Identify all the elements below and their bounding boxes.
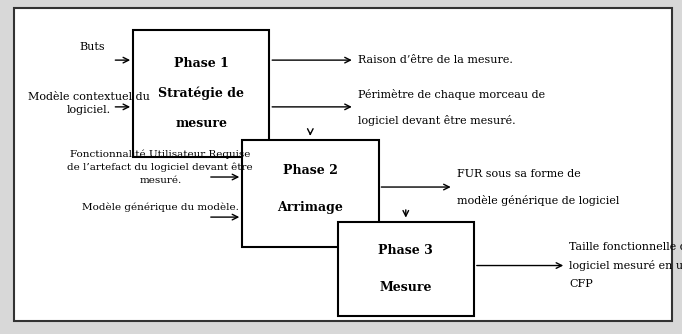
- Text: logiciel devant être mesuré.: logiciel devant être mesuré.: [358, 115, 516, 126]
- Text: Modèle générique du modèle.: Modèle générique du modèle.: [82, 203, 239, 212]
- Text: Fonctionnalité Utilisateur Requise: Fonctionnalité Utilisateur Requise: [70, 149, 250, 159]
- Text: Arrimage: Arrimage: [278, 201, 343, 213]
- Text: Phase 2: Phase 2: [283, 164, 338, 177]
- Bar: [133, 30, 269, 157]
- Text: modèle générique de logiciel: modèle générique de logiciel: [457, 195, 619, 206]
- Text: CFP: CFP: [569, 279, 593, 289]
- Text: Modèle contextuel du: Modèle contextuel du: [28, 92, 149, 102]
- Text: Stratégie de: Stratégie de: [158, 87, 244, 100]
- Text: logiciel.: logiciel.: [67, 105, 110, 115]
- Text: Raison d’être de la mesure.: Raison d’être de la mesure.: [358, 55, 513, 65]
- Text: FUR sous sa forme de: FUR sous sa forme de: [457, 169, 580, 179]
- Text: Périmètre de chaque morceau de: Périmètre de chaque morceau de: [358, 89, 545, 100]
- Text: logiciel mesuré en unités: logiciel mesuré en unités: [569, 260, 682, 271]
- Text: mesuré.: mesuré.: [139, 176, 181, 185]
- Text: Taille fonctionnelle du: Taille fonctionnelle du: [569, 242, 682, 252]
- Bar: [242, 140, 379, 247]
- Text: de l’artefact du logiciel devant être: de l’artefact du logiciel devant être: [68, 163, 253, 172]
- Text: mesure: mesure: [175, 117, 227, 130]
- Bar: [338, 222, 474, 316]
- Text: Mesure: Mesure: [380, 281, 432, 294]
- Text: Buts: Buts: [79, 42, 105, 52]
- Text: Phase 3: Phase 3: [379, 244, 433, 257]
- Text: Phase 1: Phase 1: [174, 57, 228, 70]
